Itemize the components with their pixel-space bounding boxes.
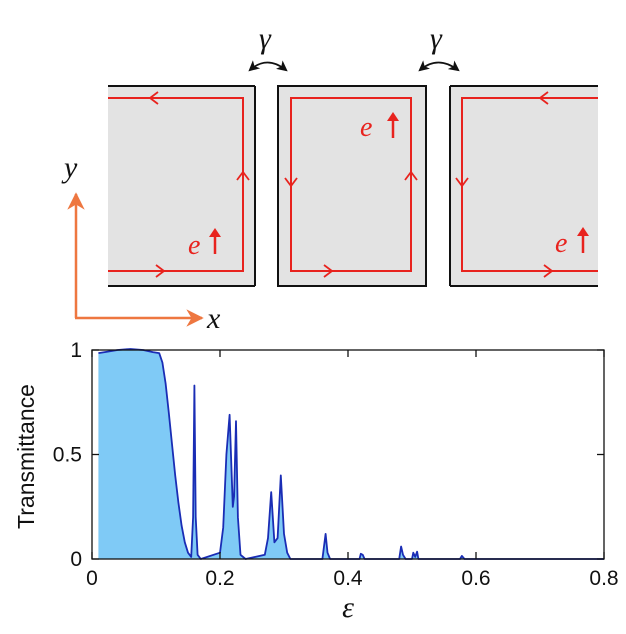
x-tick-label: 0.2	[205, 567, 234, 590]
edge-state-loops	[108, 97, 598, 272]
x-axis-title: ε	[342, 591, 354, 624]
svg-text:e: e	[188, 230, 200, 261]
electron-label-right: e	[555, 227, 589, 259]
transmittance-chart: 0 0.2 0.4 0.6 0.8 0 0.5 1 Transmittance ε	[13, 339, 619, 624]
coupling-right: γ	[418, 22, 460, 72]
x-tick-label: 0.4	[333, 567, 363, 590]
svg-text:e: e	[360, 112, 372, 143]
edge-state-chevrons	[148, 91, 554, 278]
electron-label-left: e	[188, 228, 221, 261]
svg-text:γ: γ	[430, 22, 443, 55]
y-tick-label: 0.5	[53, 444, 82, 467]
coupling-left: γ	[248, 22, 288, 72]
y-tick-label: 1	[70, 339, 82, 362]
x-tick-label: 0.6	[461, 567, 490, 590]
x-tick-label: 0	[86, 567, 98, 590]
edge-state-diagram: e e e γ γ y x	[61, 22, 598, 335]
svg-text:γ: γ	[259, 22, 272, 55]
y-axis-title: Transmittance	[13, 384, 39, 529]
y-tick-label: 0	[70, 548, 82, 571]
block-left	[108, 85, 256, 287]
edge-state-left	[108, 97, 244, 272]
axis-ticks: 0 0.2 0.4 0.6 0.8 0 0.5 1	[53, 339, 619, 590]
block-middle	[277, 85, 427, 287]
edge-state-right	[461, 97, 598, 272]
edge-state-middle	[290, 97, 412, 272]
y-axis-label: y	[61, 151, 78, 184]
x-axis-label: x	[206, 302, 221, 335]
transmittance-area	[98, 349, 605, 559]
x-tick-label: 0.8	[589, 567, 618, 590]
coordinate-axes: y x	[61, 151, 221, 335]
electron-label-middle: e	[360, 112, 399, 143]
block-right	[449, 85, 598, 287]
svg-text:e: e	[555, 228, 567, 259]
